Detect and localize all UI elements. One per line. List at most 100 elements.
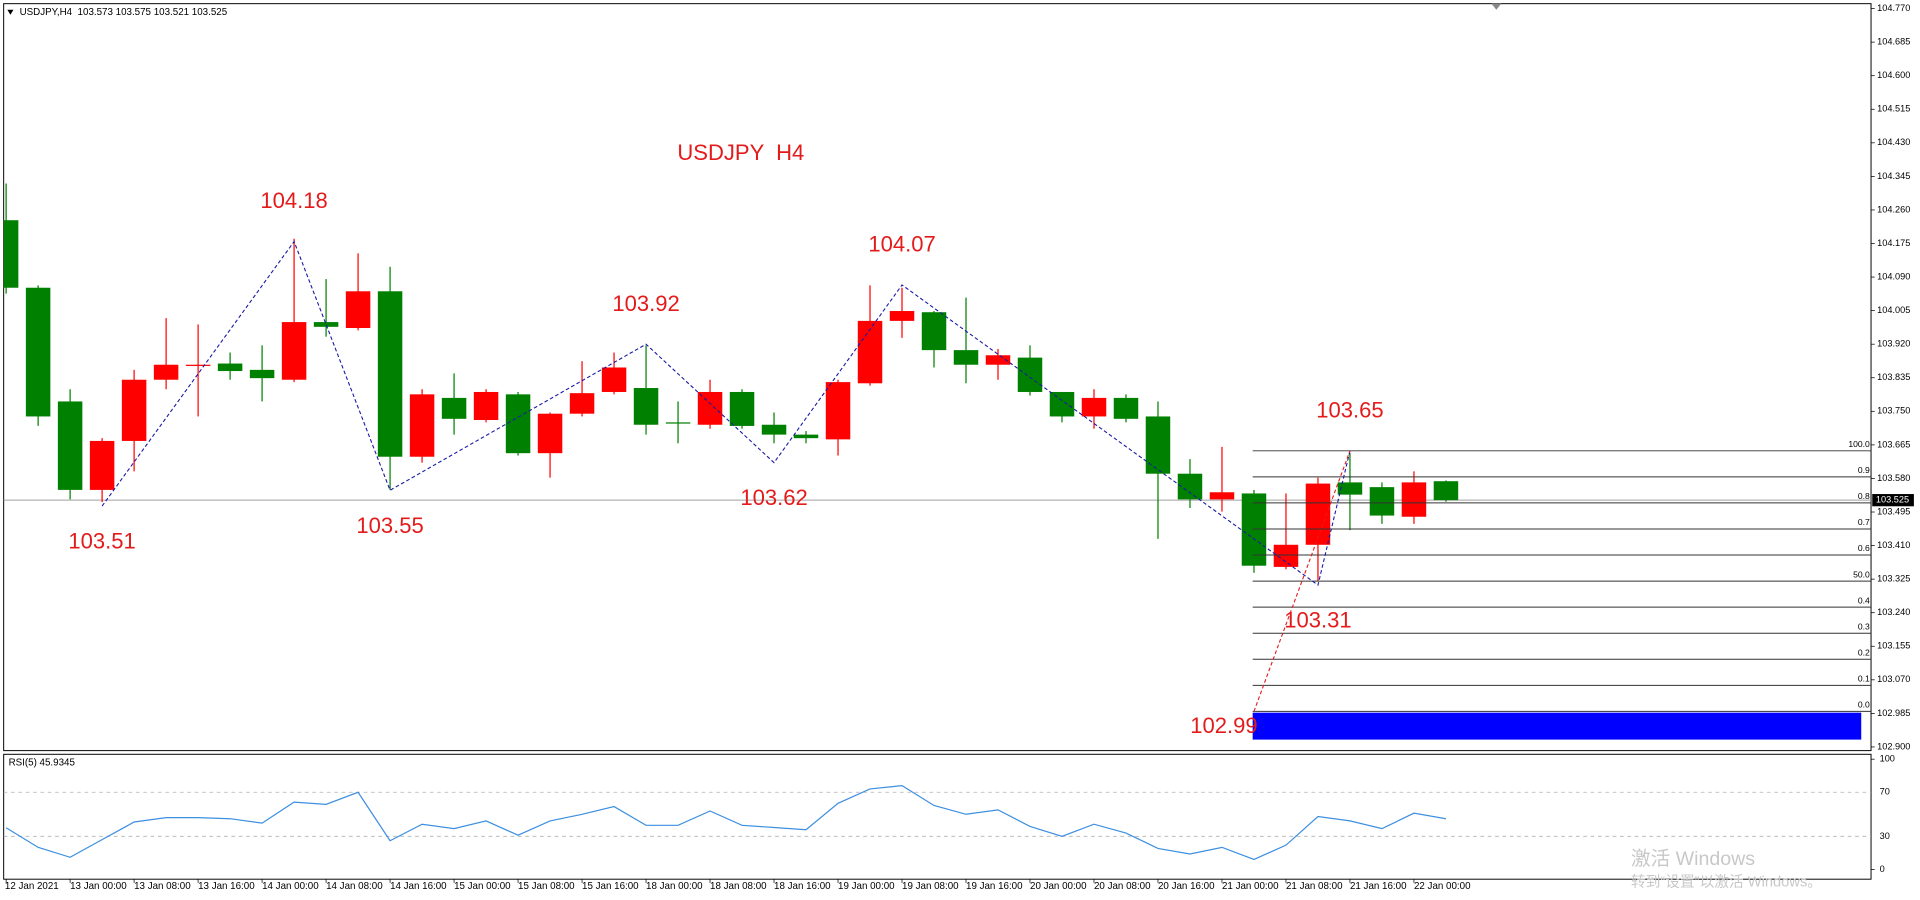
y-tick-label: 70 [1880, 787, 1890, 797]
candle-body [537, 413, 563, 454]
x-tick-label: 20 Jan 08:00 [1094, 881, 1151, 892]
candle-body [1337, 482, 1363, 495]
candle-body [473, 391, 499, 421]
fib-start-label: 102.99 [1190, 713, 1257, 738]
candle-body [857, 320, 883, 384]
y-tick-label: 104.175 [1877, 238, 1910, 248]
y-tick-label: 103.580 [1877, 473, 1910, 483]
fib-label: 0.6 [1858, 543, 1870, 553]
x-tick-label: 15 Jan 00:00 [454, 881, 511, 892]
y-tick-label: 103.240 [1877, 607, 1910, 617]
price-box-label: 103.525 [1876, 495, 1909, 505]
symbol-header: USDJPY,H4 103.573 103.575 103.521 103.52… [20, 7, 228, 18]
y-tick-label: 102.900 [1877, 741, 1910, 751]
candle-body [569, 393, 595, 414]
y-tick-label: 104.430 [1877, 137, 1910, 147]
candle-body [889, 311, 915, 321]
fib-label: 0.1 [1858, 673, 1870, 683]
x-tick-label: 13 Jan 16:00 [198, 881, 255, 892]
candle-body [953, 350, 979, 365]
candle-body [1369, 487, 1395, 516]
zone-rectangle [1252, 712, 1862, 740]
fib-label: 0.3 [1858, 621, 1870, 631]
fib-anchor-line [1253, 450, 1351, 712]
candle-body [1017, 357, 1043, 392]
candle-body [121, 379, 147, 441]
candle-body [761, 424, 787, 435]
candle-body [1081, 397, 1107, 417]
x-tick-label: 12 Jan 2021 [5, 881, 59, 892]
candle-body [921, 312, 947, 351]
rsi-panel [3, 753, 1872, 880]
menu-arrow [7, 9, 14, 15]
x-tick-label: 15 Jan 16:00 [582, 881, 639, 892]
zigzag-label: 103.31 [1284, 608, 1351, 633]
candle-body [1177, 473, 1203, 500]
chart-title: USDJPY H4 [677, 140, 804, 165]
x-tick-label: 14 Jan 16:00 [390, 881, 447, 892]
candle-body [25, 287, 51, 417]
x-tick-label: 19 Jan 16:00 [966, 881, 1023, 892]
fib-label: 0.8 [1858, 491, 1870, 501]
x-tick-label: 21 Jan 00:00 [1222, 881, 1279, 892]
candle-body [505, 394, 531, 454]
zigzag-label: 103.92 [612, 291, 679, 316]
x-tick-label: 20 Jan 00:00 [1030, 881, 1087, 892]
candle-body [1433, 481, 1459, 501]
watermark-subtitle: 转到“设置”以激活 Windows。 [1631, 874, 1822, 891]
y-tick-label: 103.155 [1877, 641, 1910, 651]
candle-body [217, 363, 243, 372]
candle-body [1401, 482, 1427, 517]
candle-body [729, 391, 755, 426]
candle-body [313, 322, 339, 327]
y-tick-label: 103.495 [1877, 506, 1910, 516]
y-tick-label: 104.685 [1877, 37, 1910, 47]
x-tick-label: 18 Jan 08:00 [710, 881, 767, 892]
rsi-plot [3, 785, 1872, 861]
x-tick-label: 18 Jan 00:00 [646, 881, 703, 892]
zigzag-label: 104.18 [260, 188, 327, 213]
candle-body [665, 422, 691, 424]
candle-body [409, 394, 435, 457]
candle-body [153, 364, 179, 380]
shift-marker [1491, 3, 1502, 10]
main-panel [3, 3, 1872, 752]
y-tick-label: 104.005 [1877, 305, 1910, 315]
x-tick-label: 21 Jan 08:00 [1286, 881, 1343, 892]
candle-body [57, 401, 83, 490]
zigzag-line [101, 240, 1351, 586]
price-plot [3, 183, 1872, 712]
zigzag-label: 103.51 [68, 529, 135, 554]
candle-body [281, 322, 307, 380]
y-tick-label: 104.770 [1877, 3, 1910, 13]
y-tick-label: 103.325 [1877, 574, 1910, 584]
zigzag-label: 103.65 [1316, 397, 1383, 422]
y-tick-label: 104.260 [1877, 204, 1910, 214]
y-tick-label: 104.600 [1877, 70, 1910, 80]
price-box [1872, 494, 1914, 507]
candle-body [1145, 416, 1171, 474]
y-tick-label: 103.920 [1877, 339, 1910, 349]
x-tick-label: 22 Jan 00:00 [1414, 881, 1471, 892]
fib-label: 0.2 [1858, 647, 1870, 657]
fib-label: 0.7 [1858, 517, 1870, 527]
candle-body [793, 434, 819, 439]
candle-body [1049, 391, 1075, 417]
y-tick-label: 100 [1880, 754, 1895, 764]
y-tick-label: 104.345 [1877, 171, 1910, 181]
x-tick-label: 19 Jan 08:00 [902, 881, 959, 892]
candle-body [441, 397, 467, 419]
y-tick-label: 103.750 [1877, 406, 1910, 416]
candle-body [601, 367, 627, 392]
y-tick-label: 102.985 [1877, 708, 1910, 718]
candle-body [345, 291, 371, 329]
x-tick-label: 14 Jan 00:00 [262, 881, 319, 892]
candle-body [377, 291, 403, 457]
x-tick-label: 13 Jan 00:00 [70, 881, 127, 892]
zigzag-label: 103.62 [740, 485, 807, 510]
x-tick-label: 20 Jan 16:00 [1158, 881, 1215, 892]
candle-body [185, 364, 211, 366]
